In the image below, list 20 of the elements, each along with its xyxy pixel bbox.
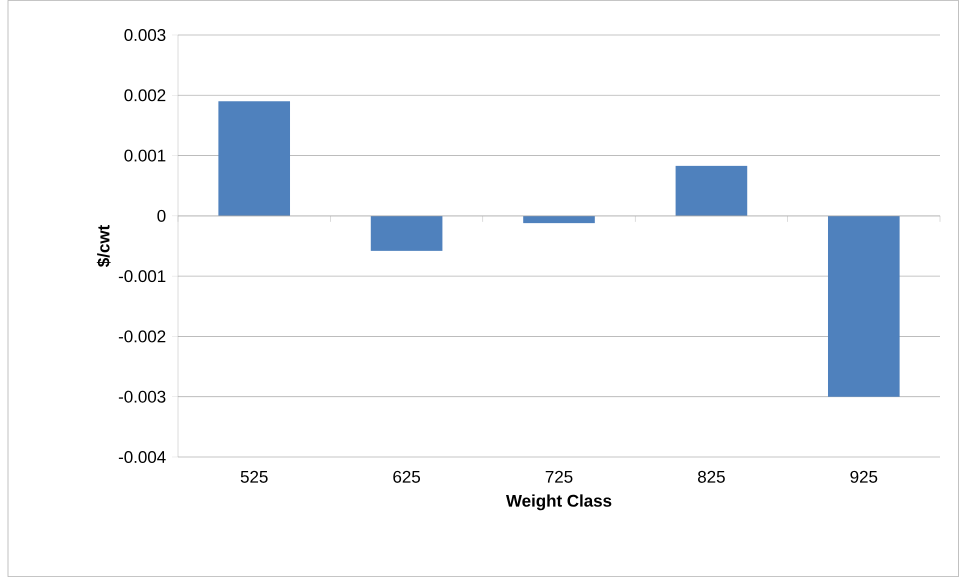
x-tick-label: 625 — [393, 470, 420, 483]
y-tick-label: 0 — [157, 210, 166, 222]
x-tick-label: 725 — [546, 470, 572, 483]
x-tick-label: 925 — [850, 470, 878, 483]
bar — [370, 216, 442, 251]
y-tick-label: 0.003 — [124, 28, 166, 41]
y-tick-label: -0.001 — [118, 270, 166, 282]
x-tick-label: 525 — [240, 470, 268, 483]
bar — [218, 101, 290, 216]
bar — [676, 166, 748, 216]
y-tick-label: 0.002 — [124, 89, 166, 102]
y-tick-label: 0.001 — [124, 150, 166, 162]
y-tick-label: -0.003 — [118, 390, 166, 403]
x-axis-title: Weight Class — [506, 494, 612, 510]
y-tick-label: -0.004 — [118, 451, 166, 463]
x-tick-label: 825 — [698, 470, 725, 483]
y-tick-label: -0.002 — [118, 330, 166, 342]
y-axis-title: $/cwt — [96, 225, 111, 267]
bar — [523, 216, 595, 224]
bar — [828, 216, 900, 397]
